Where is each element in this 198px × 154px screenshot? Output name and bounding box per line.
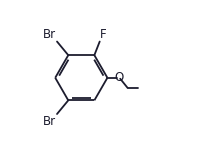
Text: F: F (100, 28, 107, 41)
Text: O: O (114, 71, 123, 84)
Text: Br: Br (43, 115, 56, 128)
Text: Br: Br (43, 28, 56, 41)
